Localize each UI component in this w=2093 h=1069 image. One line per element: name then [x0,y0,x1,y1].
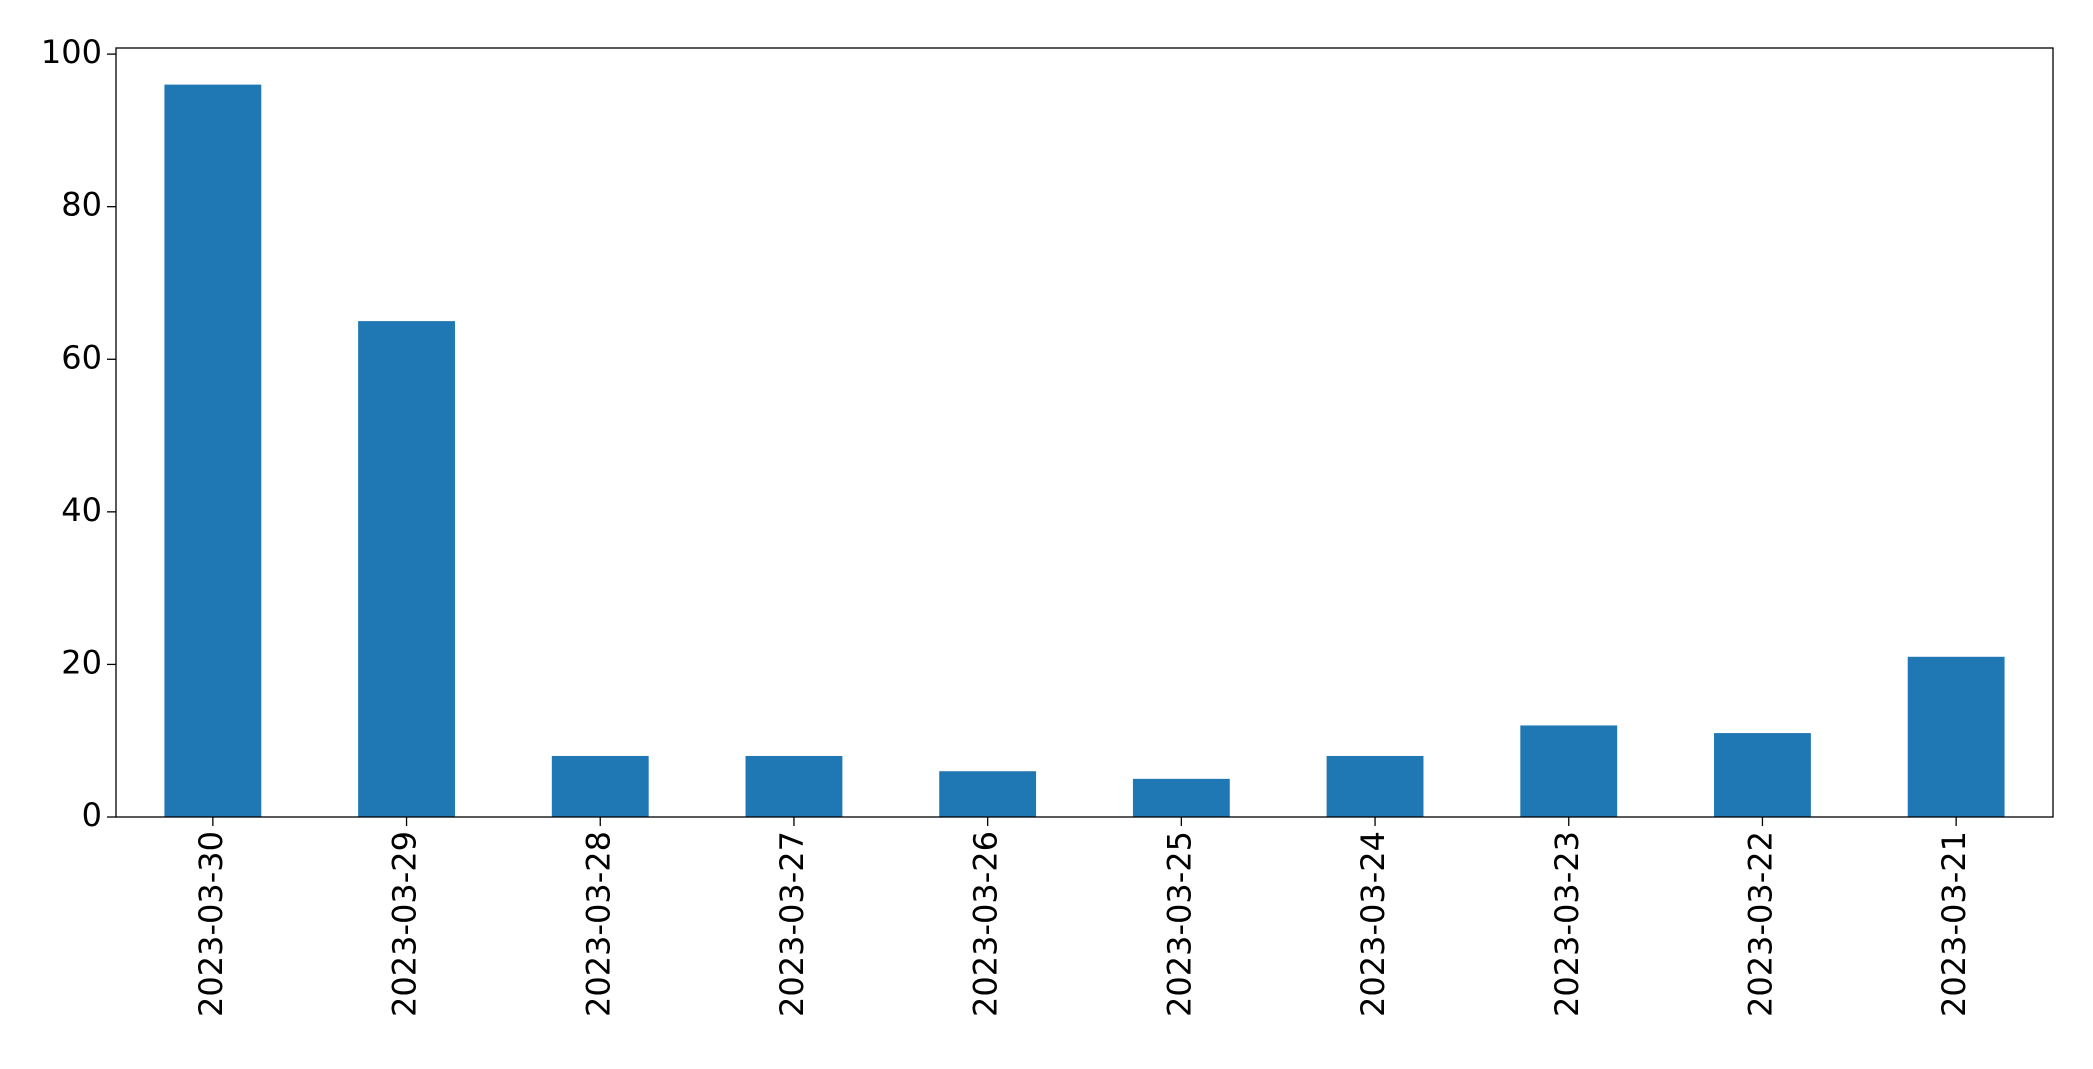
bar [939,771,1037,817]
bar [1520,725,1618,817]
y-tick-label: 60 [61,338,102,376]
x-tick-label: 2023-03-23 [1548,831,1586,1017]
x-tick-label: 2023-03-29 [386,831,424,1017]
x-tick-label: 2023-03-28 [579,831,617,1017]
bar [745,755,843,817]
y-tick-label: 20 [61,643,102,681]
x-tick-label: 2023-03-22 [1741,831,1779,1017]
x-tick-label: 2023-03-24 [1354,831,1392,1017]
x-tick-label: 2023-03-26 [967,831,1005,1017]
bar [1326,755,1424,817]
x-tick-label: 2023-03-30 [192,831,230,1017]
y-tick-label: 100 [41,33,102,71]
y-tick-label: 40 [61,491,102,529]
x-tick-label: 2023-03-25 [1160,831,1198,1017]
bar [164,84,262,818]
bar [551,755,649,817]
plot-frame [115,47,2054,818]
x-tick-label: 2023-03-27 [773,831,811,1017]
y-tick-label: 0 [82,796,102,834]
x-tick-label: 2023-03-21 [1935,831,1973,1017]
bar [1132,778,1230,817]
bar [1714,733,1811,817]
bar [1907,656,2005,817]
y-tick-label: 80 [61,186,102,224]
bar [358,321,455,817]
